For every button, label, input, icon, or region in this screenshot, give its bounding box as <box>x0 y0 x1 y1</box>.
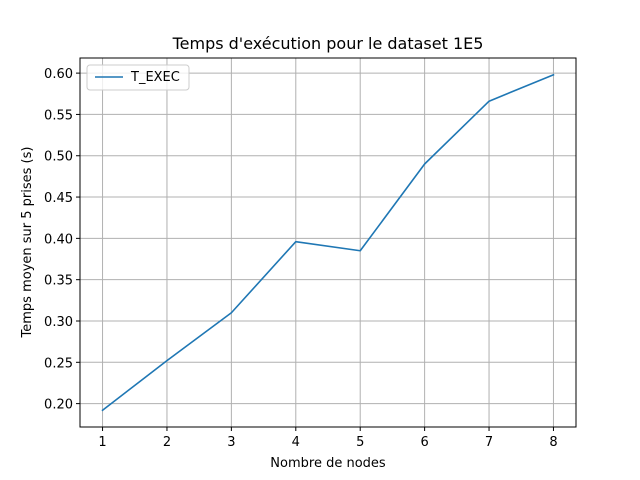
x-tick-label: 7 <box>485 435 493 450</box>
x-tick-label: 5 <box>356 435 364 450</box>
plot-area-frame <box>79 57 577 428</box>
y-tick-label: 0.60 <box>44 67 73 82</box>
legend-box <box>86 64 190 91</box>
x-tick-label: 3 <box>227 435 235 450</box>
chart-title: Temps d'exécution pour le dataset 1E5 <box>172 34 484 53</box>
x-tick-label: 1 <box>98 435 106 450</box>
series-group <box>101 73 555 412</box>
y-axis-label: Temps moyen sur 5 prises (s) <box>20 147 35 339</box>
x-tick-label: 4 <box>292 435 300 450</box>
x-tick-label: 2 <box>163 435 171 450</box>
grid-lines <box>80 58 576 427</box>
x-tick-label: 8 <box>549 435 557 450</box>
y-tick-label: 0.30 <box>44 315 73 330</box>
y-tick-label: 0.45 <box>44 191 73 206</box>
x-axis: 1 2 3 4 5 6 7 8 <box>98 427 558 450</box>
series-line-t-exec <box>101 73 555 412</box>
x-tick-label: 6 <box>420 435 428 450</box>
x-axis-label: Nombre de nodes <box>270 456 386 471</box>
legend: T_EXEC <box>86 64 190 91</box>
y-tick-label: 0.40 <box>44 232 73 247</box>
y-tick-label: 0.20 <box>44 398 73 413</box>
y-tick-label: 0.55 <box>44 108 73 123</box>
y-tick-label: 0.35 <box>44 274 73 289</box>
y-axis: 0.20 0.25 0.30 0.35 0.40 0.45 0.50 0.55 0.60 <box>44 67 80 413</box>
y-tick-label: 0.50 <box>44 150 73 165</box>
y-tick-label: 0.25 <box>44 356 73 371</box>
legend-label-t-exec: T_EXEC <box>130 70 180 85</box>
